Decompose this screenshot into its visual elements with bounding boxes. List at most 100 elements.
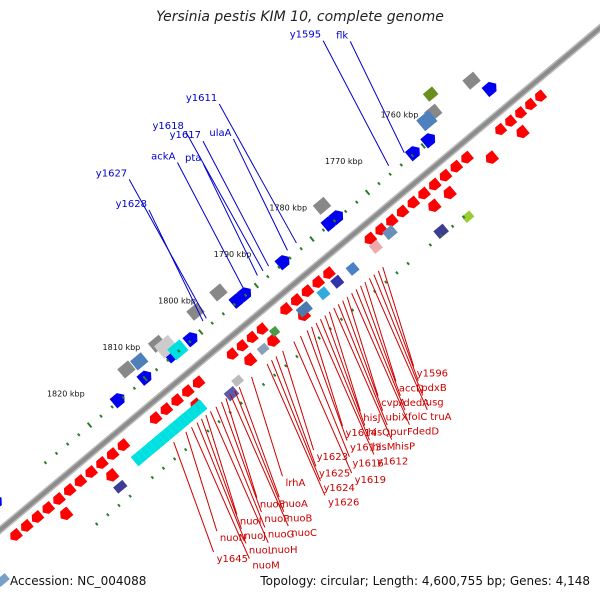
tick-label: 1760 kbp bbox=[381, 111, 419, 120]
feature-block-cyan bbox=[190, 403, 203, 417]
tick-minor bbox=[377, 181, 381, 186]
gene-label-nuoE: nuoE bbox=[260, 500, 285, 511]
gene-label-hisJ: hisJ bbox=[363, 413, 380, 424]
tick-minor bbox=[65, 442, 70, 446]
tick-major bbox=[364, 189, 371, 196]
tick-minor bbox=[54, 451, 59, 456]
feature-block-green bbox=[268, 325, 281, 338]
feature-block-navy bbox=[223, 386, 240, 402]
gene-label-nuoH: nuoH bbox=[271, 545, 297, 556]
feature-lanes bbox=[0, 71, 548, 587]
feature-block-grey bbox=[117, 360, 136, 379]
feature-block-cyan bbox=[158, 430, 171, 444]
tick-minor bbox=[128, 494, 132, 498]
gene-label-pdxB: pdxB bbox=[421, 383, 447, 394]
cds-reverse-arrow bbox=[443, 185, 457, 200]
backbone-line bbox=[0, 25, 600, 533]
gene-label-nuoA: nuoA bbox=[282, 499, 308, 510]
reverse-callout-line bbox=[221, 401, 262, 513]
tick-minor bbox=[117, 503, 121, 508]
gene-label-y1624: y1624 bbox=[323, 483, 354, 494]
feature-block-cyan bbox=[144, 441, 157, 455]
gene-label-y1628: y1628 bbox=[116, 199, 147, 210]
cds-reverse-arrow bbox=[364, 231, 378, 245]
cds-forward-arrow bbox=[182, 332, 198, 348]
gene-label-nuoC: nuoC bbox=[291, 528, 317, 539]
gene-label-purF: purF bbox=[390, 427, 413, 438]
tick-minor bbox=[165, 358, 170, 363]
feature-block-green bbox=[461, 210, 475, 223]
cds-reverse-arrow bbox=[301, 284, 315, 297]
reverse-callout-line bbox=[324, 315, 366, 426]
feature-block-olive bbox=[422, 86, 439, 102]
genome-summary: Topology: circular; Length: 4,600,755 bp… bbox=[260, 574, 590, 588]
cds-reverse-arrow bbox=[53, 491, 66, 505]
feature-block-grey bbox=[462, 71, 481, 90]
tick-minor bbox=[261, 382, 266, 387]
tick-minor bbox=[106, 512, 110, 517]
feature-block-blue bbox=[416, 110, 438, 132]
cds-reverse-arrow bbox=[10, 527, 23, 541]
reverse-callout-line bbox=[271, 359, 321, 482]
gene-label-nuoJ: nuoJ bbox=[244, 531, 266, 542]
gene-label-accD: accD bbox=[399, 383, 424, 394]
tick-minor bbox=[406, 261, 410, 266]
reverse-callout-line bbox=[342, 300, 384, 411]
feature-block-cyan bbox=[195, 399, 208, 413]
feature-block-grey bbox=[209, 283, 228, 302]
tick-minor bbox=[132, 386, 137, 391]
gene-label-y1626: y1626 bbox=[328, 497, 359, 508]
reverse-callout-line bbox=[328, 311, 361, 412]
cds-reverse-arrow bbox=[505, 114, 518, 127]
cds-reverse-arrow bbox=[117, 438, 131, 451]
tick-minor bbox=[188, 339, 192, 344]
reverse-callout-line bbox=[234, 390, 285, 512]
tick-label: 1790 kbp bbox=[214, 250, 252, 259]
cds-reverse-arrow bbox=[535, 89, 548, 102]
backbone bbox=[0, 23, 600, 535]
cds-reverse-arrow bbox=[485, 150, 500, 164]
tick-minor bbox=[317, 336, 321, 340]
gene-label-folC: folC bbox=[408, 412, 427, 423]
tick-minor bbox=[243, 293, 248, 298]
cds-reverse-arrow bbox=[450, 159, 464, 173]
tick-minor bbox=[94, 522, 99, 526]
feature-block-cyan bbox=[176, 414, 190, 428]
tick-minor bbox=[277, 265, 281, 270]
reverse-callout-line bbox=[360, 285, 401, 396]
gene-label-nuoM: nuoM bbox=[252, 561, 279, 572]
cds-reverse-arrow bbox=[525, 97, 538, 111]
cds-reverse-arrow bbox=[60, 506, 74, 521]
tick-minor bbox=[154, 367, 159, 372]
tick-label: 1800 kbp bbox=[158, 297, 196, 306]
gene-label-usg: usg bbox=[426, 397, 444, 408]
reverse-callout-line bbox=[368, 278, 428, 410]
feature-block-blue bbox=[130, 352, 149, 371]
forward-callout-line bbox=[176, 162, 244, 288]
cds-reverse-arrow bbox=[74, 474, 88, 487]
feature-block-cyan bbox=[172, 418, 185, 432]
tick-minor bbox=[221, 312, 226, 316]
gene-label-flk: flk bbox=[336, 30, 348, 41]
gene-label-truA: truA bbox=[430, 412, 451, 423]
kbp-ticks: 1760 kbp 1770 kbp 1780 kbp 1790 kbp 1800 kbp… bbox=[43, 111, 466, 526]
reverse-callout-line bbox=[209, 411, 269, 544]
tick-minor bbox=[161, 466, 166, 471]
accession-label: Accession: NC_004088 bbox=[10, 574, 147, 588]
cds-reverse-arrow bbox=[461, 150, 474, 164]
gene-label-nuoF: nuoF bbox=[264, 514, 289, 525]
gene-label-y1618: y1618 bbox=[153, 121, 184, 132]
reverse-callout-line bbox=[275, 356, 317, 467]
tick-minor bbox=[350, 308, 355, 312]
tick-label: 1810 kbp bbox=[103, 343, 141, 352]
tick-minor bbox=[77, 432, 81, 437]
reverse-callout-line bbox=[364, 281, 397, 382]
cds-reverse-arrow bbox=[280, 302, 293, 315]
tick-minor bbox=[299, 246, 303, 251]
tick-label: 1820 kbp bbox=[47, 390, 85, 399]
forward-callout-line bbox=[349, 41, 405, 153]
reverse-callout-line bbox=[300, 335, 350, 457]
tick-minor bbox=[339, 317, 344, 322]
forward-callout-line bbox=[233, 138, 288, 251]
